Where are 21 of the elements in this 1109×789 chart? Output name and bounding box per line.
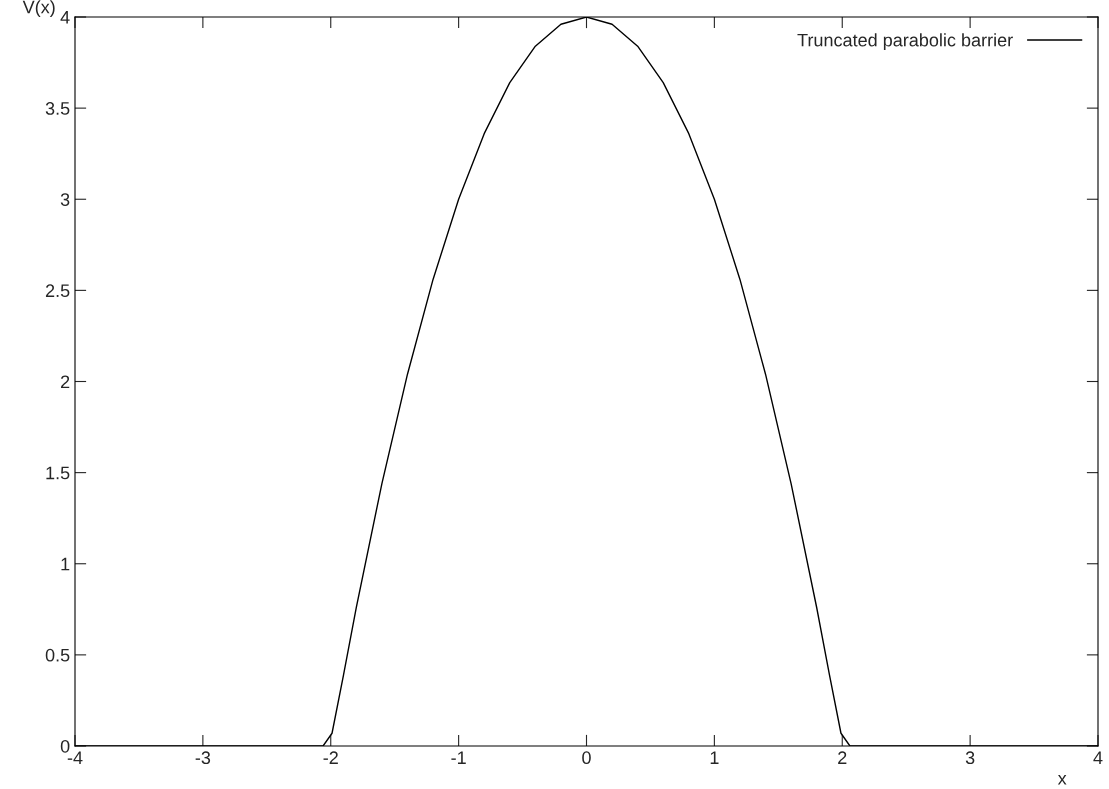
y-axis-title: V(x) [22, 0, 55, 17]
y-tick-label: 1 [61, 557, 70, 571]
legend-label: Truncated parabolic barrier [797, 33, 1013, 51]
y-tick-label: 0 [60, 739, 70, 753]
x-tick-label: -3 [195, 751, 211, 765]
x-tick-label: -1 [451, 751, 466, 764]
y-tick-label: 3 [60, 193, 70, 206]
x-tick-label: 2 [838, 751, 847, 764]
x-tick-label: 4 [1093, 751, 1103, 764]
x-tick-label: 3 [965, 751, 975, 765]
y-tick-label: 1.5 [46, 466, 70, 480]
x-axis-title: x [1057, 775, 1067, 785]
y-tick-label: 2.5 [45, 284, 70, 298]
y-tick-label: 3.5 [45, 102, 70, 115]
y-tick-label: 4 [60, 11, 70, 24]
y-tick-label: 0.5 [45, 648, 70, 662]
x-tick-label: -4 [67, 751, 83, 764]
y-tick-label: 2 [61, 375, 70, 389]
x-tick-label: -2 [323, 751, 338, 764]
x-tick-label: 1 [710, 751, 719, 764]
x-tick-label: 0 [582, 751, 591, 765]
